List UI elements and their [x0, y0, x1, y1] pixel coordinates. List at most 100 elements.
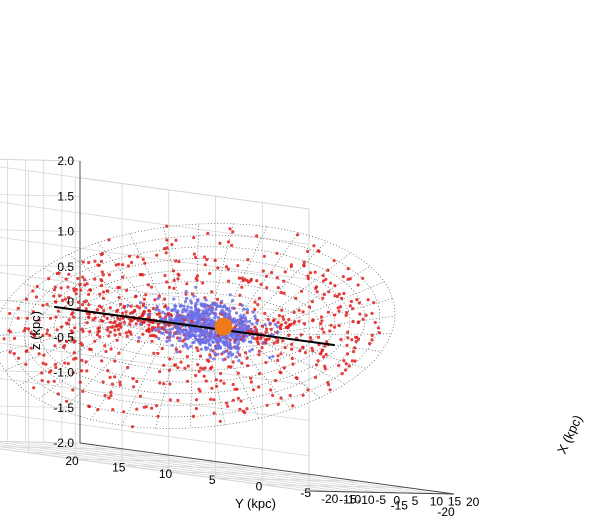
data-point — [249, 277, 253, 281]
data-point — [195, 317, 199, 321]
data-point — [205, 309, 209, 313]
data-point — [370, 311, 374, 315]
data-point — [144, 305, 148, 310]
data-point — [157, 311, 161, 316]
data-point — [96, 326, 100, 331]
data-point — [208, 343, 212, 347]
data-point — [246, 258, 250, 262]
data-point — [98, 292, 102, 296]
data-point — [141, 273, 145, 277]
data-point — [324, 277, 328, 281]
data-point — [219, 310, 223, 314]
data-point — [377, 331, 381, 335]
data-point — [65, 339, 69, 344]
data-point — [328, 388, 332, 392]
data-point — [255, 234, 259, 238]
data-point — [115, 338, 119, 342]
data-point — [88, 288, 92, 292]
data-point — [152, 351, 156, 355]
data-point — [241, 279, 245, 283]
data-point — [96, 330, 100, 334]
data-point — [361, 317, 365, 321]
data-point — [160, 346, 164, 351]
z-tick-label: -2.0 — [53, 436, 74, 450]
data-point — [138, 306, 142, 310]
sun-marker — [214, 317, 233, 336]
grid-line — [0, 229, 81, 232]
data-point — [231, 398, 235, 402]
data-point — [54, 365, 58, 370]
data-point — [198, 354, 203, 358]
data-point — [356, 321, 360, 325]
data-point — [170, 327, 174, 331]
data-point — [186, 379, 190, 383]
data-point — [327, 383, 331, 387]
data-point — [342, 291, 346, 296]
data-point — [178, 331, 182, 335]
data-point — [282, 291, 286, 295]
data-point — [180, 328, 185, 332]
data-point — [208, 355, 212, 359]
data-point — [155, 328, 159, 332]
data-point — [299, 289, 304, 293]
data-point — [178, 350, 182, 354]
data-point — [239, 335, 243, 339]
data-point — [174, 259, 178, 263]
data-point — [192, 340, 196, 344]
data-point — [83, 283, 87, 287]
data-point — [218, 419, 222, 423]
data-point — [289, 263, 293, 267]
data-point — [226, 345, 231, 349]
data-point — [81, 275, 85, 279]
data-point — [76, 300, 81, 304]
data-point — [265, 286, 269, 290]
data-point — [210, 386, 214, 390]
data-point — [166, 323, 170, 327]
data-point — [264, 330, 268, 334]
data-point — [341, 275, 345, 279]
data-point — [80, 358, 84, 362]
data-point — [159, 331, 163, 335]
data-point — [107, 238, 111, 242]
data-point — [320, 327, 324, 331]
data-point — [177, 260, 181, 264]
data-point — [233, 345, 237, 349]
data-point — [287, 333, 291, 337]
data-point — [368, 342, 372, 346]
data-point — [207, 313, 211, 317]
data-point — [356, 337, 361, 341]
data-point — [257, 385, 261, 389]
data-point — [258, 372, 262, 376]
y-tick-label: 10 — [159, 467, 173, 481]
data-point — [264, 360, 268, 365]
data-point — [160, 317, 164, 321]
data-point — [244, 351, 248, 355]
data-point — [191, 414, 196, 418]
data-point — [282, 279, 286, 283]
data-point — [108, 375, 112, 379]
data-point — [345, 343, 349, 347]
data-point — [214, 307, 218, 311]
data-point — [64, 277, 68, 281]
data-point — [67, 272, 71, 276]
data-point — [276, 338, 280, 342]
data-point — [194, 301, 198, 306]
data-point — [72, 340, 76, 344]
data-point — [124, 310, 128, 314]
data-point — [210, 335, 214, 339]
data-point — [221, 358, 225, 362]
data-point — [172, 297, 176, 301]
mesh-spoke — [203, 326, 367, 369]
data-point — [333, 294, 337, 298]
y-tick-label: 0 — [256, 480, 263, 494]
data-point — [99, 253, 103, 257]
data-point — [337, 309, 341, 313]
data-point — [236, 350, 240, 355]
data-point — [213, 337, 217, 341]
data-point — [284, 321, 288, 325]
x-tick-label: 20 — [466, 495, 480, 509]
data-point — [129, 332, 133, 336]
data-point — [203, 263, 207, 267]
data-point — [117, 262, 121, 266]
data-point — [345, 352, 350, 356]
